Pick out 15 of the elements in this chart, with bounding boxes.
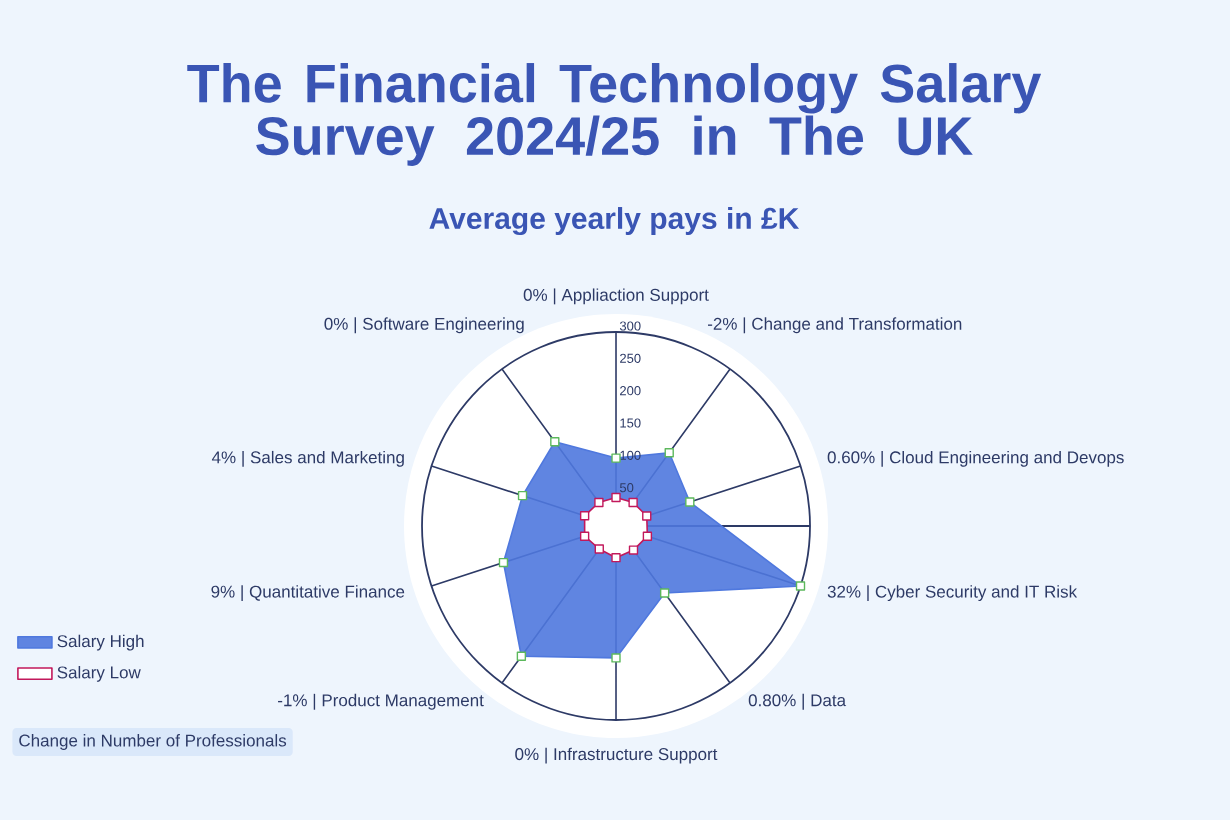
spoke-label: -2% | Change and Transformation xyxy=(707,317,962,334)
spoke-label: 0% | Appliaction Support xyxy=(523,288,709,305)
spoke-label: 0% | Software Engineering xyxy=(324,317,524,334)
legend-label: Salary High xyxy=(57,634,144,651)
spoke-label: 4% | Sales and Marketing xyxy=(211,450,404,467)
spoke-label: 9% | Quantitative Finance xyxy=(211,585,405,602)
spoke-label: 32% | Cyber Security and IT Risk xyxy=(827,585,1078,602)
legend-label: Salary Low xyxy=(57,665,141,682)
spoke-label: 0.80% | Data xyxy=(748,693,847,710)
spoke-label: 0.60% | Cloud Engineering and Devops xyxy=(827,450,1124,467)
spoke-label: -1% | Product Management xyxy=(278,693,484,710)
chart-title: The Financial Technology Salary Survey 2024/25 in The UK xyxy=(187,63,1042,166)
chart-subtitle: Average yearly pays in £K xyxy=(429,207,800,236)
spoke-label: 0% | Infrastructure Support xyxy=(515,747,718,764)
text: Change in Number of Professionals xyxy=(19,734,287,750)
